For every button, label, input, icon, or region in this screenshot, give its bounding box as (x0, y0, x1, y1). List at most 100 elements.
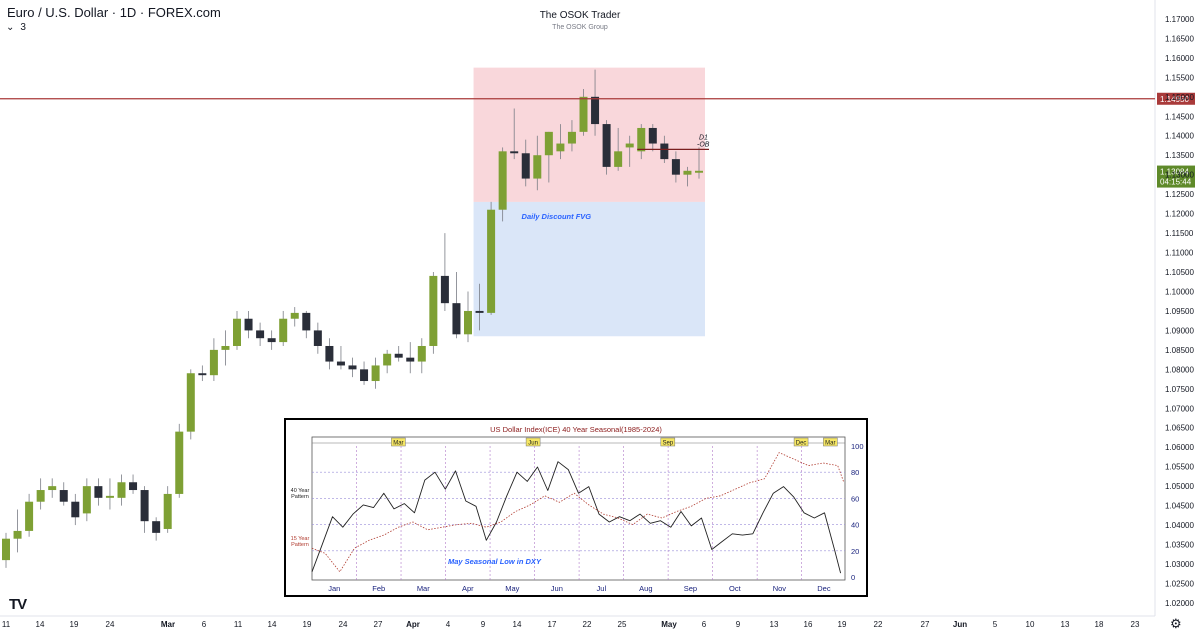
time-tick-label: 11 (2, 620, 11, 629)
time-tick-label: 9 (736, 620, 741, 629)
time-tick-label: 19 (70, 620, 79, 629)
price-tick-label: 1.15500 (1165, 73, 1194, 82)
price-tick-label: 1.15000 (1165, 93, 1194, 102)
price-tick-label: 1.16500 (1165, 34, 1194, 43)
price-tick-label: 1.06500 (1165, 424, 1194, 433)
price-tick-label: 1.10000 (1165, 287, 1194, 296)
inset-y-label: 80 (851, 468, 859, 477)
candle-bull (2, 538, 10, 561)
time-tick-label: 9 (481, 620, 486, 629)
quarter-flag-label: Dec (796, 441, 807, 447)
candle-bull (48, 486, 57, 491)
candle-bear (71, 501, 80, 518)
price-tick-label: 1.13000 (1165, 171, 1194, 180)
symbol-title[interactable]: Euro / U.S. Dollar · 1D · FOREX.com (7, 5, 221, 20)
candle-bull (186, 373, 195, 432)
quarter-flag-label: Sep (662, 441, 673, 447)
seasonal-inset: US Dollar Index(ICE) 40 Year Seasonal(19… (284, 418, 868, 597)
candle-bull (117, 482, 126, 498)
series-label: Pattern (291, 542, 309, 548)
candle-bear (256, 330, 265, 339)
inset-month-label: Mar (417, 584, 430, 593)
candle-bear (336, 361, 345, 366)
indicator-legend[interactable]: ⌄ 3 (6, 22, 26, 33)
gear-icon[interactable]: ⚙ (1170, 616, 1182, 631)
candle-bull (105, 495, 114, 498)
time-tick-label: 10 (1026, 620, 1035, 629)
inset-y-label: 0 (851, 573, 855, 582)
time-tick-label: 11 (234, 620, 243, 629)
price-tick-label: 1.03500 (1165, 541, 1194, 550)
tradingview-logo-icon[interactable]: TV (9, 596, 27, 613)
time-tick-label: 24 (106, 620, 115, 629)
time-tick-label: Apr (406, 620, 420, 629)
price-axis[interactable]: 1.17000 1.16500 1.16000 1.15500 1.15000 1.145… (1165, 15, 1194, 608)
series-15-year (311, 452, 844, 573)
candle-bear (140, 490, 149, 522)
candle-bear (394, 353, 403, 358)
quarter-flag-label: Mar (393, 441, 403, 447)
candle-bear (267, 338, 276, 343)
price-tick-label: 1.12500 (1165, 190, 1194, 199)
zone-label: Daily Discount FVG (522, 212, 592, 221)
price-tick-label: 1.08500 (1165, 346, 1194, 355)
candle-bull (371, 365, 380, 382)
series-label: Pattern (291, 494, 309, 500)
time-tick-label: 6 (202, 620, 207, 629)
time-tick-label: Jun (953, 620, 967, 629)
price-tick-label: 1.17000 (1165, 15, 1194, 24)
candle-bull (25, 501, 34, 531)
time-tick-label: 27 (374, 620, 383, 629)
candle-bear (129, 482, 138, 491)
series-label: 40 Year (291, 488, 310, 494)
inset-title: US Dollar Index(ICE) 40 Year Seasonal(19… (490, 425, 662, 434)
time-tick-label: 4 (446, 620, 451, 629)
inset-y-label: 40 (851, 521, 859, 530)
candle-bear (591, 96, 600, 125)
inset-frame (284, 418, 868, 597)
price-tick-label: 1.12000 (1165, 210, 1194, 219)
price-tick-label: 1.08000 (1165, 365, 1194, 374)
price-tick-label: 1.05000 (1165, 482, 1194, 491)
candle-bear (452, 303, 461, 335)
chevron-down-icon[interactable]: ⌄ (6, 22, 15, 33)
candle-bull (163, 493, 172, 529)
candle-bull (209, 349, 218, 376)
inset-y-label: 60 (851, 494, 859, 503)
price-tick-label: 1.05500 (1165, 463, 1194, 472)
candle-bull (625, 143, 634, 148)
ob-label-type: -OB (697, 141, 710, 148)
candle-bear (475, 310, 484, 313)
inset-month-label: Oct (729, 584, 742, 593)
time-tick-label: 5 (993, 620, 998, 629)
time-tick-label: 27 (921, 620, 930, 629)
candle-bear (198, 373, 207, 376)
time-tick-label: 17 (548, 620, 557, 629)
candle-bull (544, 131, 553, 156)
candle-bear (152, 521, 161, 533)
time-tick-label: 14 (513, 620, 522, 629)
candle-bear (360, 369, 369, 382)
candles (2, 69, 703, 568)
series-40-year (311, 461, 842, 574)
candle-bull (290, 312, 299, 319)
zones: Daily Discount FVG (473, 67, 705, 337)
watermark-subtitle: The OSOK Group (552, 24, 608, 31)
time-tick-label: 6 (702, 620, 707, 629)
inset-month-label: Dec (817, 584, 831, 593)
candle-bear (510, 151, 519, 154)
time-axis[interactable]: 11 14 19 24 Mar 6 11 14 19 24 27 Apr 4 9 14 17 22 25 May 6 9… (2, 620, 1140, 629)
candle-bull (498, 151, 507, 210)
candle-bull (683, 170, 692, 175)
inset-y-label: 100 (851, 442, 864, 451)
candle-bear (648, 127, 657, 144)
candle-bear (671, 159, 680, 175)
price-tick-label: 1.04500 (1165, 502, 1194, 511)
time-tick-label: 14 (268, 620, 277, 629)
price-tick-label: 1.06000 (1165, 443, 1194, 452)
quarter-flag (793, 437, 809, 447)
inset-month-label: Nov (773, 584, 787, 593)
candle-bull (221, 345, 230, 350)
